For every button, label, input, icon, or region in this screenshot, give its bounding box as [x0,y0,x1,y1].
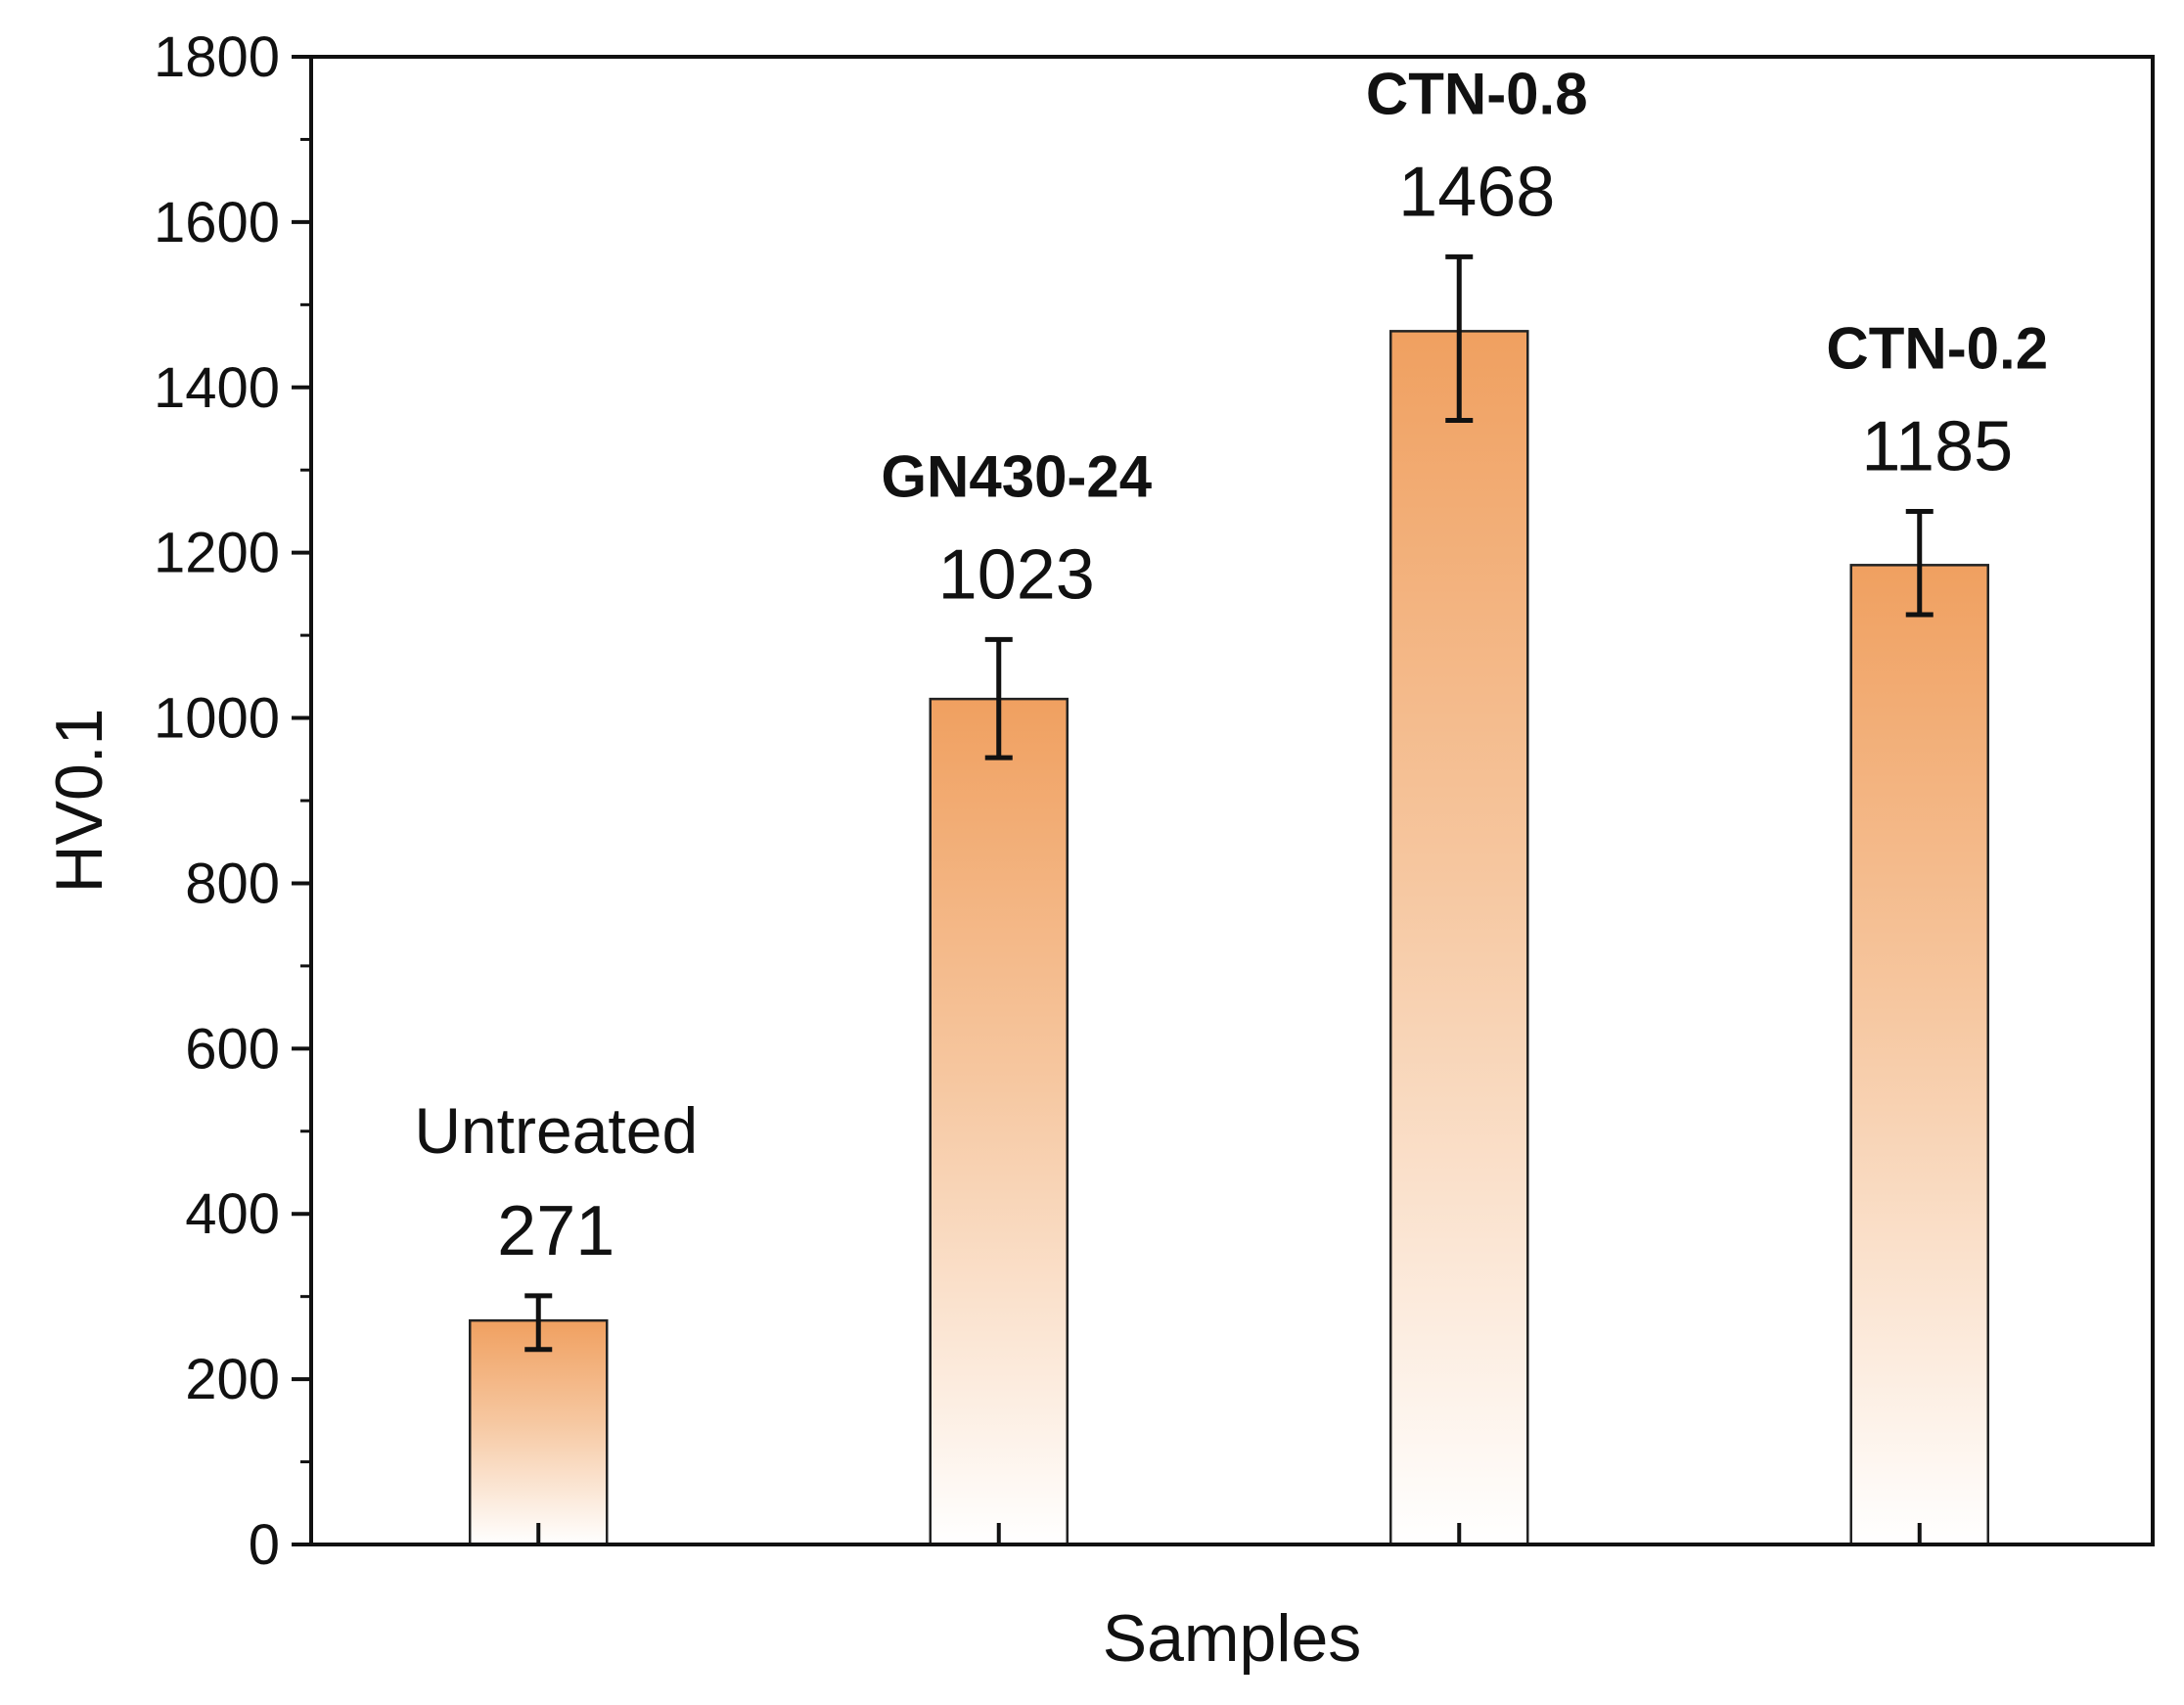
y-tick-label: 800 [185,852,280,915]
data-value-label: 1468 [1398,153,1555,231]
bar-ctn-0-2 [1849,564,1989,1546]
x-axis-title: Samples [1103,1601,1362,1676]
y-tick-label: 0 [249,1513,280,1577]
y-tick-label: 1800 [154,25,280,89]
bar-gn430-24 [929,697,1069,1546]
category-label: GN430-24 [881,443,1152,509]
y-tick-label: 200 [185,1348,280,1411]
y-tick-label: 400 [185,1182,280,1246]
labels-layer: Untreated 271 GN430-24 1023 CTN-0.8 1468 CTN-0… [414,61,2048,1269]
y-tick-label: 600 [185,1017,280,1081]
error-bar [1445,253,1474,424]
error-bar [1905,508,1934,618]
data-value-label: 1023 [938,535,1095,614]
y-tick-label: 1600 [154,191,280,254]
data-value-label: 1185 [1861,407,2013,485]
errorbars-layer [524,253,1934,1353]
category-label: CTN-0.8 [1366,61,1588,126]
y-axis-ticks: 0 200 400 600 800 1000 1200 1400 1600 1800 [154,25,311,1577]
category-label: Untreated [414,1094,698,1167]
y-axis-title: HV0.1 [42,709,116,894]
error-bar [984,636,1013,760]
y-tick-label: 1400 [154,356,280,420]
category-label: CTN-0.2 [1826,315,2048,381]
y-tick-label: 1000 [154,687,280,751]
data-value-label: 271 [497,1192,614,1270]
y-tick-label: 1200 [154,522,280,585]
bar-untreated [469,1318,609,1546]
error-bar [524,1293,553,1353]
bar-ctn-0-8 [1389,330,1529,1546]
bars-layer [469,330,1989,1546]
x-axis-ticks [536,1523,1922,1544]
